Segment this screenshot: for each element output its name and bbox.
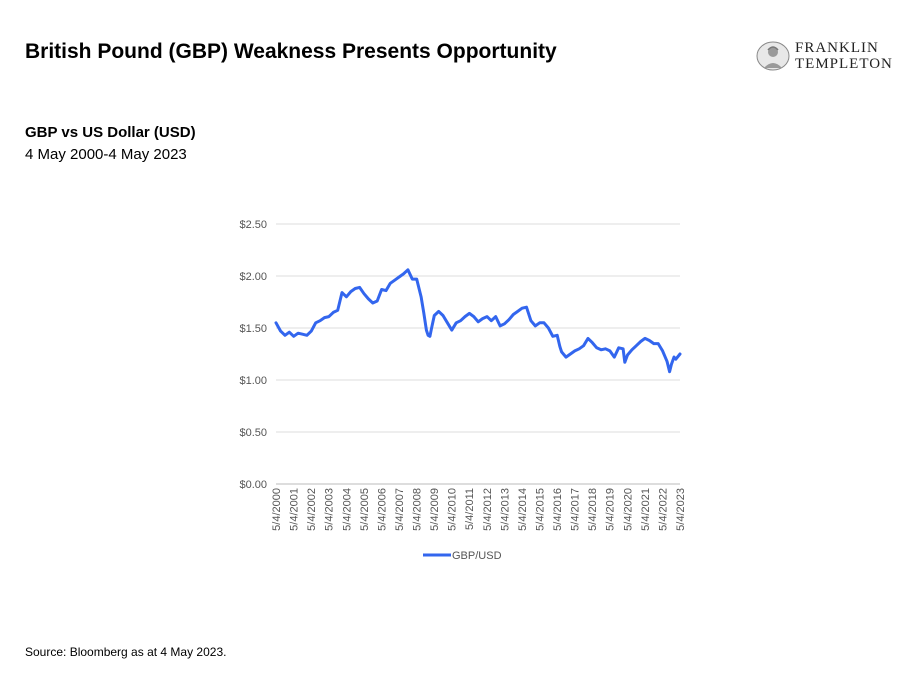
x-tick-label: 5/4/2023 — [675, 488, 687, 531]
y-tick-label: $1.00 — [239, 375, 267, 387]
x-tick-label: 5/4/2018 — [587, 488, 599, 531]
y-tick-label: $2.00 — [239, 271, 267, 283]
x-tick-label: 5/4/2004 — [341, 488, 353, 531]
x-axis-ticks: 5/4/2000 5/4/2001 5/4/2002 5/4/2003 5/4/2004… — [271, 488, 687, 531]
x-tick-label: 5/4/2009 — [429, 488, 441, 531]
y-tick-label: $1.50 — [239, 323, 267, 335]
x-tick-label: 5/4/2005 — [359, 488, 371, 531]
franklin-templeton-logo: FRANKLIN TEMPLETON — [755, 40, 893, 72]
chart-subtitle: 4 May 2000-4 May 2023 — [25, 146, 187, 163]
logo-line-2: TEMPLETON — [795, 56, 893, 72]
x-tick-label: 5/4/2017 — [570, 488, 582, 531]
x-tick-label: 5/4/2012 — [482, 488, 494, 531]
y-tick-label: $0.00 — [239, 479, 267, 491]
series-layer — [274, 268, 682, 374]
x-tick-label: 5/4/2021 — [640, 488, 652, 531]
x-tick-label: 5/4/2006 — [376, 488, 388, 531]
x-tick-label: 5/4/2002 — [306, 488, 318, 531]
chart-title: GBP vs US Dollar (USD) — [25, 124, 196, 141]
franklin-portrait-icon — [756, 41, 790, 71]
x-tick-label: 5/4/2013 — [499, 488, 511, 531]
x-tick-label: 5/4/2020 — [622, 488, 634, 531]
x-tick-label: 5/4/2010 — [447, 488, 459, 531]
legend-label: GBP/USD — [452, 550, 502, 562]
gridlines — [276, 223, 680, 485]
x-tick-label: 5/4/2011 — [464, 488, 476, 530]
x-tick-label: 5/4/2014 — [517, 488, 529, 531]
x-tick-label: 5/4/2007 — [394, 488, 406, 531]
x-tick-label: 5/4/2022 — [657, 488, 669, 531]
y-tick-label: $2.50 — [239, 219, 267, 231]
x-tick-label: 5/4/2001 — [289, 488, 301, 531]
x-tick-label: 5/4/2019 — [605, 488, 617, 531]
logo-wordmark: FRANKLIN TEMPLETON — [795, 40, 893, 72]
x-tick-label: 5/4/2015 — [534, 488, 546, 531]
series-line-gbp-usd — [274, 268, 682, 374]
y-tick-label: $0.50 — [239, 427, 267, 439]
page-headline: British Pound (GBP) Weakness Presents Op… — [25, 40, 557, 63]
source-note: Source: Bloomberg as at 4 May 2023. — [25, 645, 227, 659]
y-axis-ticks: $0.00 $0.50 $1.00 $1.50 $2.00 $2.50 — [239, 219, 267, 491]
x-tick-label: 5/4/2016 — [552, 488, 564, 531]
logo-line-1: FRANKLIN — [795, 40, 879, 56]
x-tick-label: 5/4/2000 — [271, 488, 283, 531]
chart-legend: GBP/USD — [423, 550, 502, 562]
x-tick-label: 5/4/2003 — [324, 488, 336, 531]
x-tick-label: 5/4/2008 — [412, 488, 424, 531]
